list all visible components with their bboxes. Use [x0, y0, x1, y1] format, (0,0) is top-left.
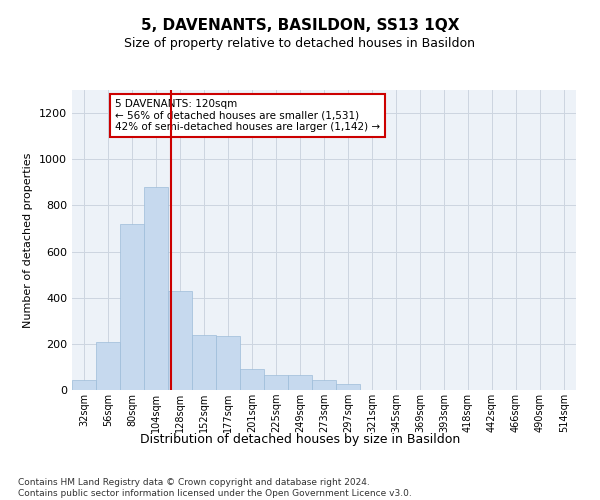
Bar — [288, 375, 312, 390]
Text: Contains HM Land Registry data © Crown copyright and database right 2024.
Contai: Contains HM Land Registry data © Crown c… — [18, 478, 412, 498]
Bar — [144, 187, 168, 390]
Bar — [120, 224, 144, 390]
Text: Size of property relative to detached houses in Basildon: Size of property relative to detached ho… — [125, 38, 476, 51]
Bar — [336, 384, 360, 390]
Bar — [192, 334, 216, 390]
Y-axis label: Number of detached properties: Number of detached properties — [23, 152, 34, 328]
Bar — [96, 342, 120, 390]
Bar — [216, 336, 240, 390]
Bar — [264, 375, 288, 390]
Text: 5 DAVENANTS: 120sqm
← 56% of detached houses are smaller (1,531)
42% of semi-det: 5 DAVENANTS: 120sqm ← 56% of detached ho… — [115, 99, 380, 132]
Text: Distribution of detached houses by size in Basildon: Distribution of detached houses by size … — [140, 432, 460, 446]
Bar — [168, 291, 192, 390]
Text: 5, DAVENANTS, BASILDON, SS13 1QX: 5, DAVENANTS, BASILDON, SS13 1QX — [141, 18, 459, 32]
Bar — [312, 380, 336, 390]
Bar — [240, 369, 264, 390]
Bar — [72, 380, 96, 390]
